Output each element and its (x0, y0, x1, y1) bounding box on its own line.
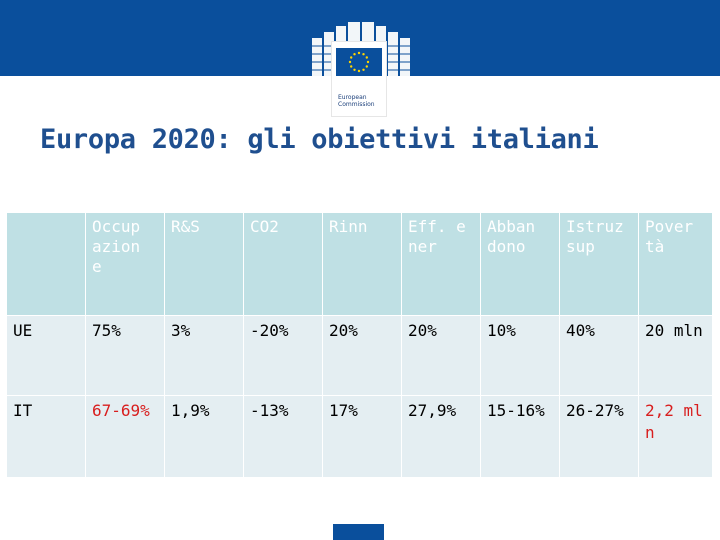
table-cell: -13% (243, 395, 323, 478)
table-cell: 26-27% (559, 395, 639, 478)
eu-star-icon (350, 56, 353, 59)
row-label: UE (6, 315, 86, 396)
table-cell: 27,9% (401, 395, 481, 478)
eu-star-icon (362, 53, 365, 56)
table-cell: 20 mln (638, 315, 713, 396)
header-cell: R&S (164, 212, 244, 316)
table-cell: 17% (322, 395, 402, 478)
table-header-row: Occup azion e R&S CO2 Rinn Eff. ener Abb… (6, 212, 713, 316)
table-cell-highlight: 2,2 mln (638, 395, 713, 478)
header-cell: CO2 (243, 212, 323, 316)
table-cell: 75% (85, 315, 165, 396)
header-cell: Rinn (322, 212, 402, 316)
header-cell: Pover tà (638, 212, 713, 316)
row-label: IT (6, 395, 86, 478)
eu-star-icon (348, 60, 352, 64)
eu-star-icon (353, 53, 356, 56)
table-cell: -20% (243, 315, 323, 396)
objectives-table: Occup azion e R&S CO2 Rinn Eff. ener Abb… (6, 212, 713, 478)
header-cell: Eff. ener (401, 212, 481, 316)
table-cell-highlight: 67-69% (85, 395, 165, 478)
eu-flag-icon (336, 48, 382, 76)
eu-star-icon (365, 56, 368, 59)
eu-star-icon (353, 68, 356, 71)
table-cell: 1,9% (164, 395, 244, 478)
eu-star-icon (357, 69, 361, 73)
eu-star-icon (366, 60, 370, 64)
table-cell: 40% (559, 315, 639, 396)
page-title: Europa 2020: gli obiettivi italiani (40, 124, 599, 155)
table-cell: 15-16% (480, 395, 560, 478)
eu-star-icon (350, 65, 353, 68)
header-cell: Istruz sup (559, 212, 639, 316)
eu-star-icon (365, 65, 368, 68)
footer-bar (333, 524, 384, 540)
logo-line-2: Commission (338, 101, 375, 108)
header-cell (6, 212, 86, 316)
table-cell: 20% (401, 315, 481, 396)
header-cell: Occup azion e (85, 212, 165, 316)
eu-star-icon (357, 51, 361, 55)
european-commission-logo: European Commission (300, 18, 430, 116)
header-cell: Abban dono (480, 212, 560, 316)
table-row: UE 75% 3% -20% 20% 20% 10% 40% 20 mln (6, 315, 713, 396)
table-cell: 3% (164, 315, 244, 396)
logo-line-1: European (338, 94, 367, 101)
table-cell: 20% (322, 315, 402, 396)
eu-star-icon (362, 68, 365, 71)
table-row: IT 67-69% 1,9% -13% 17% 27,9% 15-16% 26-… (6, 395, 713, 478)
logo-card (332, 42, 386, 116)
table-cell: 10% (480, 315, 560, 396)
logo-text: European Commission (338, 94, 375, 108)
